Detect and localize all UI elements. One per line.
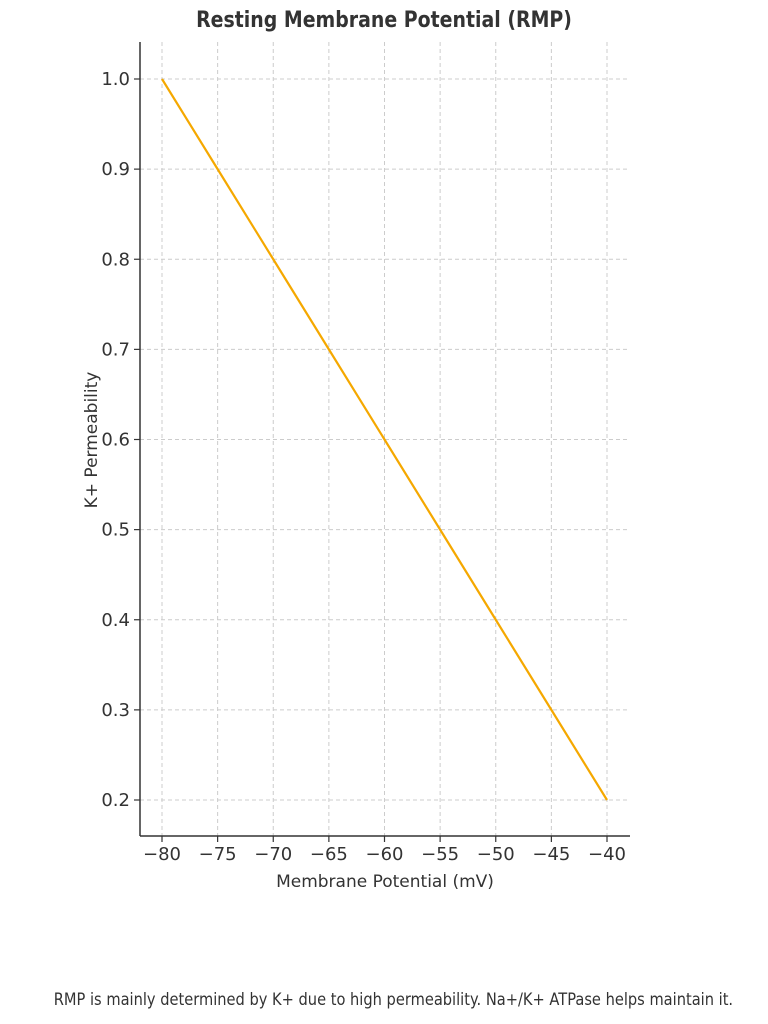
tick-labels: −80 −75 −70 −65 −60 −55 −50 −45 −40 0.2 0.3 0.4 0.5 0… — [101, 69, 626, 865]
y-tick-label: 0.8 — [101, 249, 130, 270]
y-tick-label: 0.5 — [101, 520, 130, 541]
x-axis-label: Membrane Potential (mV) — [276, 872, 494, 892]
y-tick-label: 0.9 — [101, 159, 130, 180]
y-tick-label: 0.3 — [101, 700, 130, 721]
x-tick-label: −55 — [421, 844, 459, 865]
y-tick-label: 0.7 — [101, 339, 130, 360]
x-tick-label: −50 — [477, 844, 515, 865]
data-series — [161, 78, 608, 801]
x-tick-label: −75 — [199, 844, 237, 865]
x-tick-label: −70 — [254, 844, 292, 865]
x-tick-label: −65 — [310, 844, 348, 865]
x-tick-label: −80 — [143, 844, 181, 865]
chart-title: Resting Membrane Potential (RMP) — [196, 8, 572, 33]
y-tick-label: 1.0 — [101, 69, 130, 90]
y-axis-label: K+ Permeability — [82, 372, 102, 509]
x-tick-label: −45 — [532, 844, 570, 865]
k-permeability-line — [161, 78, 608, 801]
x-tick-label: −60 — [366, 844, 404, 865]
x-tick-label: −40 — [588, 844, 626, 865]
y-tick-label: 0.6 — [101, 430, 130, 451]
grid-lines — [140, 42, 630, 836]
caption-text: RMP is mainly determined by K+ due to hi… — [53, 990, 734, 1010]
y-tick-label: 0.2 — [101, 790, 130, 811]
y-tick-label: 0.4 — [101, 610, 130, 631]
axes — [134, 42, 630, 842]
